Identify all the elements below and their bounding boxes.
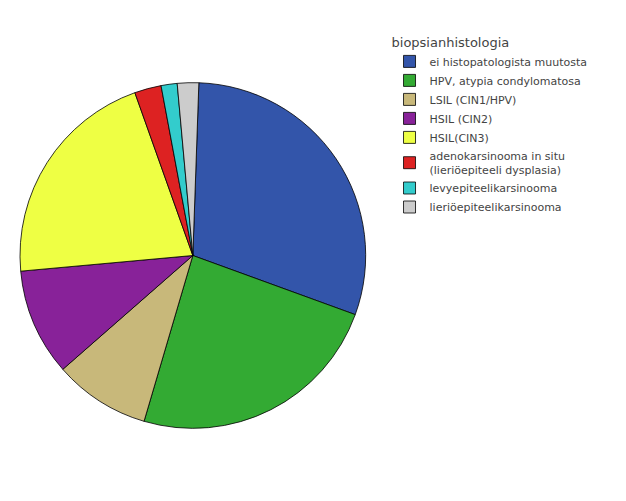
svg-text:HSIL (CIN2): HSIL (CIN2) (430, 113, 493, 126)
svg-text:levyepiteelikarsinooma: levyepiteelikarsinooma (430, 182, 558, 195)
svg-text:adenokarsinooma in situ(lieriö: adenokarsinooma in situ(lieriöepiteeli d… (430, 150, 565, 177)
svg-text:LSIL (CIN1/HPV): LSIL (CIN1/HPV) (430, 94, 517, 107)
svg-text:HPV, atypia condylomatosa: HPV, atypia condylomatosa (430, 75, 581, 88)
svg-text:ei histopatologista muutosta: ei histopatologista muutosta (430, 56, 587, 69)
svg-text:lieriöepiteelikarsinooma: lieriöepiteelikarsinooma (430, 201, 562, 214)
svg-text:HSIL(CIN3): HSIL(CIN3) (430, 132, 489, 145)
svg-text:biopsianhistologia: biopsianhistologia (392, 35, 510, 50)
